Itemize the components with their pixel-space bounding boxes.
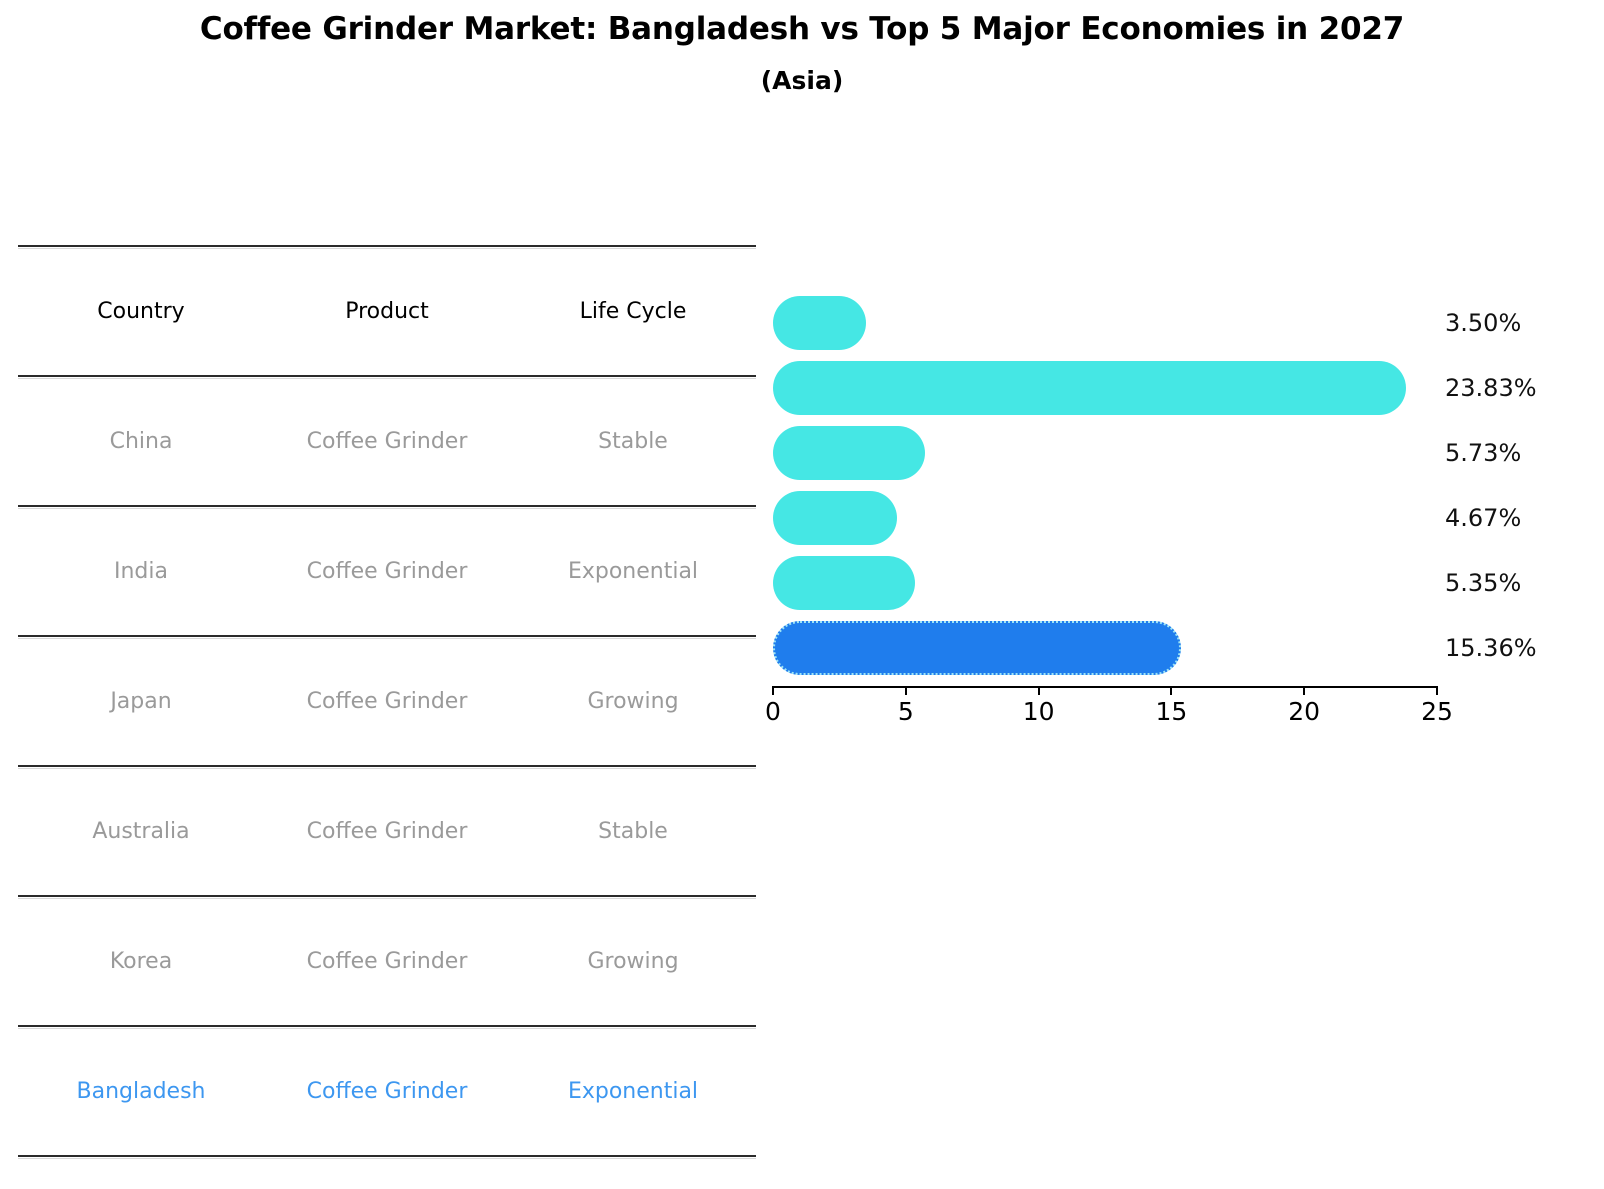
table-row[interactable]: Korea Coffee Grinder Growing (18, 929, 756, 994)
column-header-country: Country (97, 299, 185, 324)
table-rule-row-2 (18, 734, 756, 799)
bar-row (773, 296, 866, 350)
table-rule-row-0 (18, 474, 756, 539)
column-header-product: Product (345, 299, 429, 324)
bar-row (773, 491, 898, 545)
x-tick (1303, 686, 1306, 695)
x-tick (1170, 686, 1173, 695)
cell-country: China (109, 429, 173, 454)
x-tick-label: 0 (765, 697, 781, 726)
title-block: Coffee Grinder Market: Bangladesh vs Top… (0, 10, 1604, 96)
bar-value-label: 5.73% (1445, 439, 1522, 467)
table-row[interactable]: Bangladesh Coffee Grinder Exponential (18, 1059, 756, 1124)
bar-value-label: 4.67% (1445, 504, 1522, 532)
bar[interactable] (773, 556, 916, 610)
bar-value-label: 5.35% (1445, 569, 1522, 597)
table-row[interactable]: Japan Coffee Grinder Growing (18, 669, 756, 734)
cell-product: Coffee Grinder (306, 559, 468, 584)
table-row[interactable]: India Coffee Grinder Exponential (18, 539, 756, 604)
bar-highlight[interactable] (773, 621, 1181, 675)
table-row[interactable]: China Coffee Grinder Stable (18, 409, 756, 474)
x-tick (1037, 686, 1040, 695)
bar-value-label: 15.36% (1445, 634, 1537, 662)
column-header-life-cycle: Life Cycle (579, 299, 687, 324)
bar[interactable] (773, 361, 1406, 415)
table-rule-header (18, 344, 756, 409)
table-rule-row-1 (18, 604, 756, 669)
cell-product: Coffee Grinder (306, 689, 468, 714)
x-tick (772, 686, 774, 695)
bar-chart: 3.50% 23.83% 5.73% 4.67% 5.35% 15.36% 0 5 10 15 2… (765, 296, 1537, 726)
bar-row (773, 621, 1181, 675)
cell-life-cycle: Growing (587, 689, 679, 714)
page-title: Coffee Grinder Market: Bangladesh vs Top… (199, 11, 1405, 47)
x-axis-line (773, 686, 1437, 688)
table-rule-row-5 (18, 1124, 756, 1189)
x-tick (904, 686, 907, 695)
bar[interactable] (773, 296, 866, 350)
cell-life-cycle: Stable (598, 429, 668, 454)
table-header-row: Country Product Life Cycle (18, 279, 756, 344)
cell-country: India (114, 559, 168, 584)
cell-life-cycle: Exponential (567, 1079, 699, 1104)
bar-row (773, 361, 1406, 415)
cell-life-cycle: Exponential (567, 559, 699, 584)
cell-life-cycle: Growing (587, 949, 679, 974)
cell-product: Coffee Grinder (306, 949, 468, 974)
table-rule-top (18, 214, 756, 279)
bar-value-label: 23.83% (1445, 374, 1537, 402)
cell-country: Bangladesh (76, 1079, 206, 1104)
cell-country: Korea (109, 949, 173, 974)
cell-product: Coffee Grinder (306, 429, 468, 454)
bar[interactable] (773, 426, 926, 480)
bar[interactable] (773, 491, 898, 545)
x-tick-label: 10 (1022, 697, 1055, 726)
table-rule-row-3 (18, 864, 756, 929)
x-tick (1436, 686, 1438, 695)
x-tick-label: 25 (1421, 697, 1453, 726)
bar-row (773, 426, 926, 480)
page-subtitle: (Asia) (760, 65, 844, 95)
x-tick-label: 15 (1155, 697, 1188, 726)
bar-row (773, 556, 916, 610)
x-tick-label: 5 (897, 697, 914, 726)
table-rule-row-4 (18, 994, 756, 1059)
cell-country: Japan (110, 689, 172, 714)
x-tick-label: 20 (1288, 697, 1321, 726)
cell-product: Coffee Grinder (306, 1079, 468, 1104)
bar-value-label: 3.50% (1445, 309, 1522, 337)
